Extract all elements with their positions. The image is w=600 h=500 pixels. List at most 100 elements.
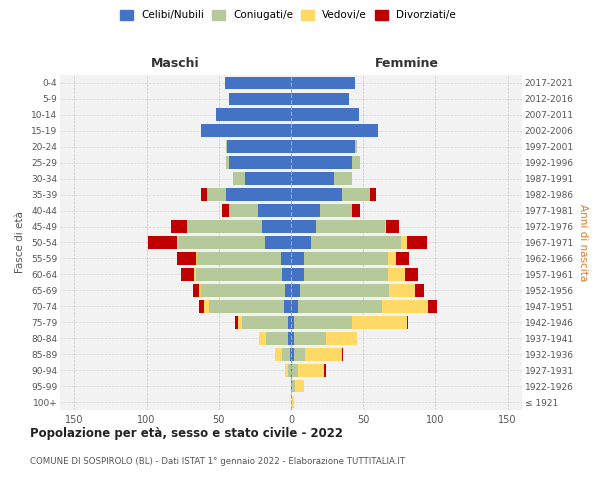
Bar bbox=[283, 268, 291, 281]
Bar bbox=[199, 284, 202, 296]
Bar bbox=[291, 172, 334, 185]
Bar bbox=[397, 252, 409, 265]
Bar bbox=[283, 348, 290, 360]
Bar bbox=[401, 236, 407, 249]
Text: COMUNE DI SOSPIROLO (BL) - Dati ISTAT 1° gennaio 2022 - Elaborazione TUTTITALIA.: COMUNE DI SOSPIROLO (BL) - Dati ISTAT 1°… bbox=[30, 458, 405, 466]
Bar bbox=[226, 156, 229, 169]
Bar bbox=[226, 140, 227, 153]
Bar bbox=[389, 284, 415, 296]
Bar bbox=[177, 252, 196, 265]
Bar bbox=[285, 284, 291, 296]
Bar bbox=[291, 364, 292, 376]
Bar bbox=[291, 396, 294, 408]
Bar bbox=[229, 156, 291, 169]
Bar bbox=[199, 300, 205, 312]
Bar bbox=[222, 204, 229, 217]
Bar bbox=[294, 348, 305, 360]
Bar bbox=[202, 188, 207, 201]
Bar bbox=[299, 284, 389, 296]
Bar bbox=[266, 332, 288, 344]
Bar bbox=[291, 92, 349, 106]
Bar bbox=[291, 204, 320, 217]
Bar bbox=[291, 76, 355, 90]
Bar bbox=[291, 252, 304, 265]
Bar bbox=[294, 316, 352, 328]
Bar bbox=[388, 268, 405, 281]
Bar bbox=[341, 348, 343, 360]
Bar bbox=[187, 220, 262, 233]
Bar bbox=[178, 236, 265, 249]
Y-axis label: Anni di nascita: Anni di nascita bbox=[578, 204, 588, 281]
Bar bbox=[235, 316, 238, 328]
Bar bbox=[281, 252, 291, 265]
Bar bbox=[304, 252, 388, 265]
Bar bbox=[334, 172, 352, 185]
Bar bbox=[265, 236, 291, 249]
Bar bbox=[245, 172, 291, 185]
Bar bbox=[291, 188, 341, 201]
Bar bbox=[196, 252, 197, 265]
Bar bbox=[298, 364, 324, 376]
Text: Popolazione per età, sesso e stato civile - 2022: Popolazione per età, sesso e stato civil… bbox=[30, 428, 343, 440]
Bar bbox=[285, 364, 288, 376]
Bar bbox=[294, 332, 326, 344]
Bar bbox=[291, 156, 352, 169]
Bar bbox=[262, 220, 291, 233]
Bar bbox=[202, 124, 291, 137]
Bar bbox=[291, 220, 316, 233]
Bar bbox=[196, 268, 283, 281]
Bar bbox=[385, 220, 386, 233]
Bar bbox=[295, 380, 304, 392]
Bar bbox=[288, 364, 291, 376]
Bar bbox=[290, 348, 291, 360]
Bar bbox=[352, 156, 360, 169]
Bar bbox=[229, 204, 258, 217]
Bar bbox=[202, 284, 285, 296]
Text: Maschi: Maschi bbox=[151, 57, 200, 70]
Bar bbox=[291, 284, 299, 296]
Bar bbox=[341, 188, 370, 201]
Bar bbox=[259, 332, 266, 344]
Bar bbox=[320, 204, 352, 217]
Bar bbox=[291, 380, 292, 392]
Bar bbox=[207, 188, 226, 201]
Bar bbox=[181, 268, 194, 281]
Legend: Celibi/Nubili, Coniugati/e, Vedovi/e, Divorziati/e: Celibi/Nubili, Coniugati/e, Vedovi/e, Di… bbox=[120, 10, 456, 20]
Bar bbox=[291, 268, 304, 281]
Bar bbox=[205, 300, 209, 312]
Bar bbox=[407, 236, 427, 249]
Bar bbox=[209, 300, 284, 312]
Bar bbox=[370, 188, 376, 201]
Bar bbox=[304, 268, 388, 281]
Bar bbox=[415, 284, 424, 296]
Bar bbox=[242, 316, 288, 328]
Bar bbox=[229, 92, 291, 106]
Bar bbox=[428, 300, 437, 312]
Bar bbox=[227, 140, 291, 153]
Bar bbox=[216, 108, 291, 122]
Bar bbox=[326, 332, 358, 344]
Bar bbox=[291, 236, 311, 249]
Bar bbox=[407, 316, 408, 328]
Bar bbox=[148, 236, 177, 249]
Bar bbox=[275, 348, 283, 360]
Bar bbox=[197, 252, 281, 265]
Bar bbox=[291, 316, 294, 328]
Bar bbox=[233, 172, 245, 185]
Bar bbox=[388, 252, 397, 265]
Bar bbox=[291, 348, 294, 360]
Bar bbox=[238, 316, 242, 328]
Bar bbox=[291, 108, 359, 122]
Bar bbox=[405, 268, 418, 281]
Bar bbox=[226, 188, 291, 201]
Bar bbox=[292, 380, 295, 392]
Bar bbox=[352, 204, 360, 217]
Bar bbox=[355, 140, 358, 153]
Bar bbox=[193, 284, 199, 296]
Bar bbox=[316, 220, 385, 233]
Bar bbox=[292, 364, 298, 376]
Bar bbox=[171, 220, 187, 233]
Bar bbox=[382, 300, 428, 312]
Bar bbox=[258, 204, 291, 217]
Bar bbox=[284, 300, 291, 312]
